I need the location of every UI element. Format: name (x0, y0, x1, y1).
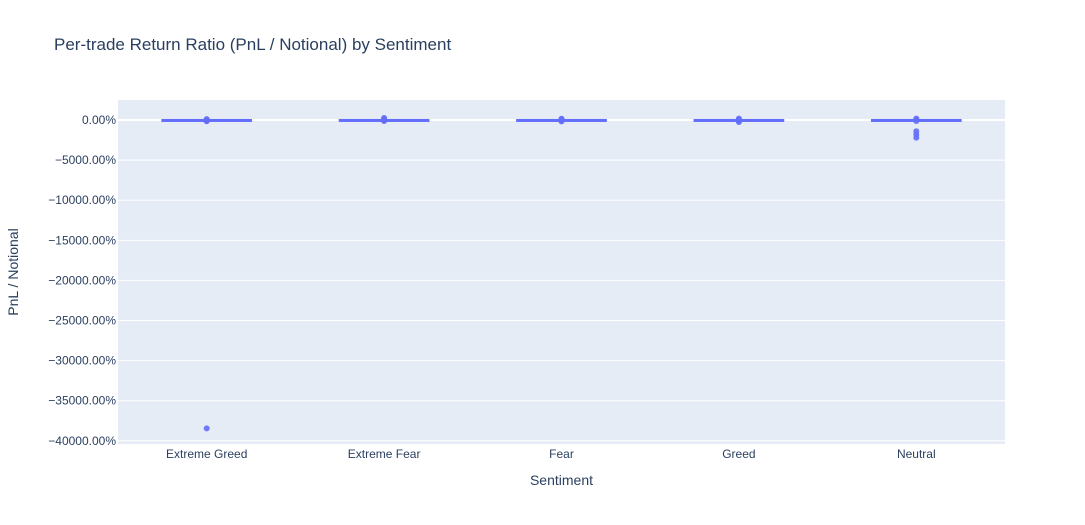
y-tick-label: −10000.00% (48, 193, 116, 207)
box-marks (161, 114, 962, 432)
x-tick-label: Extreme Greed (166, 447, 247, 461)
y-tick-label: −25000.00% (48, 314, 116, 328)
x-tick-label: Neutral (897, 447, 936, 461)
y-tick-label: −40000.00% (48, 434, 116, 448)
y-tick-label: −5000.00% (55, 153, 116, 167)
y-tick-label: −20000.00% (48, 273, 116, 287)
plot-area (118, 100, 1005, 444)
outlier-point (558, 118, 565, 125)
x-tick-label: Greed (722, 447, 755, 461)
x-tick-label: Extreme Fear (348, 447, 421, 461)
outlier-point (203, 425, 210, 432)
outlier-point (735, 118, 742, 125)
outlier-point (381, 118, 388, 125)
x-tick-label: Fear (549, 447, 574, 461)
y-axis-ticks: 0.00% −5000.00% −10000.00% −15000.00% −20000… (48, 113, 116, 448)
chart-title: Per-trade Return Ratio (PnL / Notional) … (54, 35, 451, 54)
gridlines (118, 119, 1005, 442)
outlier-point (203, 118, 210, 125)
outlier-point (913, 134, 920, 141)
x-axis-title: Sentiment (530, 472, 593, 488)
y-axis-title: PnL / Notional (5, 228, 21, 315)
y-tick-label: −35000.00% (48, 394, 116, 408)
y-tick-label: −30000.00% (48, 354, 116, 368)
x-axis-ticks: Extreme Greed Extreme Fear Fear Greed Neutra… (166, 447, 936, 461)
y-tick-label: −15000.00% (48, 233, 116, 247)
outlier-point (913, 118, 920, 125)
y-tick-label: 0.00% (82, 113, 116, 127)
